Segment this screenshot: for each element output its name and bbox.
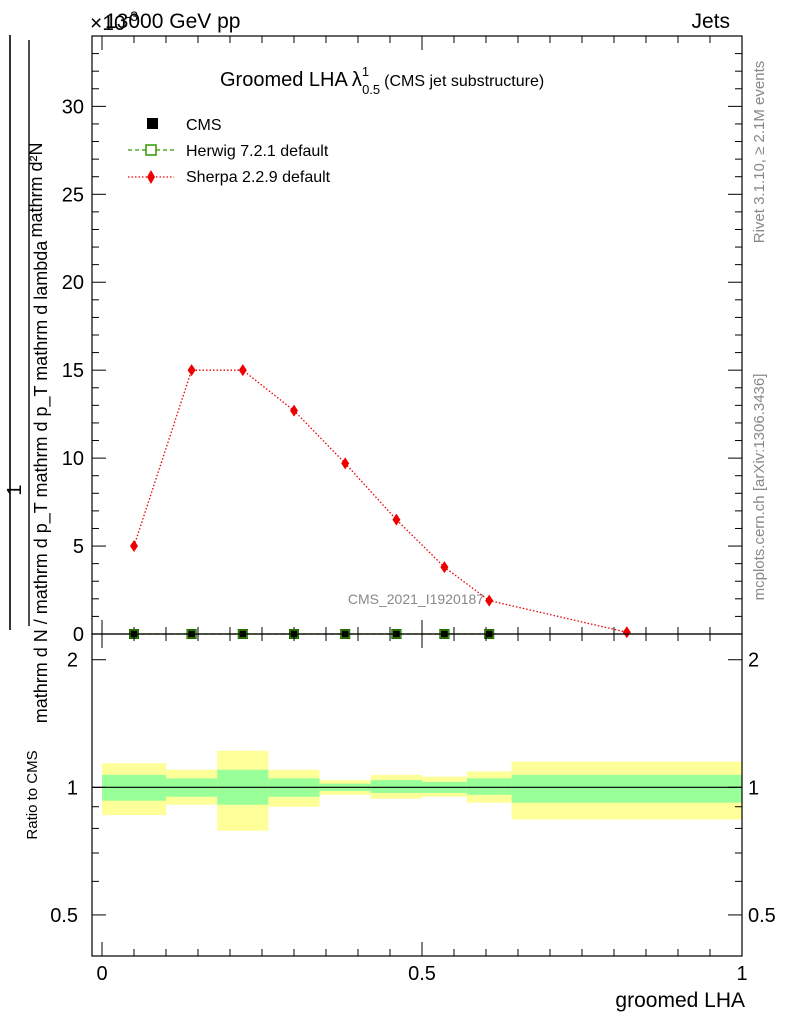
x-tick-label: 0 — [96, 963, 107, 985]
legend-marker-cms — [147, 118, 158, 129]
main-y-tick-label: 5 — [73, 536, 84, 558]
y-label-fraction-one: 1 — [4, 484, 26, 495]
sherpa-point — [392, 513, 401, 526]
x-tick-label: 0.5 — [408, 963, 436, 985]
sherpa-point — [622, 626, 631, 639]
main-y-tick-label: 10 — [62, 448, 84, 470]
x-axis-label: groomed LHA — [615, 989, 745, 1012]
ratio-y-tick-label: 0.5 — [50, 905, 78, 927]
sherpa-point — [440, 561, 449, 574]
mcplots-label: mcplots.cern.ch [arXiv:1306.3436] — [751, 374, 768, 601]
ratio-y-tick-label-right: 0.5 — [748, 905, 776, 927]
chart-title: Groomed LHA λ1 0.5 (CMS jet substructure) — [220, 64, 544, 97]
rivet-label: Rivet 3.1.10, ≥ 2.1M events — [751, 61, 768, 244]
sherpa-point — [238, 364, 247, 377]
ratio-y-label: Ratio to CMS — [24, 750, 41, 839]
y-label-numerator: mathrm d²N — [26, 142, 46, 237]
legend-label-cms: CMS — [186, 117, 222, 134]
main-ticks: 0 5 10 15 20 25 30 — [62, 35, 743, 646]
scale-prefix: ×10-3 — [90, 8, 138, 35]
process-label: Jets — [691, 10, 730, 33]
x-tick-label: 1 — [736, 963, 747, 985]
y-label-denominator: mathrm d N / mathrm d p_T mathrm d p_T m… — [31, 240, 52, 723]
ratio-y-tick-label-right: 2 — [748, 650, 759, 672]
main-y-tick-label: 25 — [62, 184, 84, 206]
legend-label-herwig: Herwig 7.2.1 default — [186, 143, 329, 160]
ratio-bands — [92, 750, 742, 831]
legend-marker-herwig — [145, 144, 157, 156]
main-y-tick-label: 20 — [62, 272, 84, 294]
energy-label: 13000 GeV pp — [105, 10, 240, 33]
ratio-y-tick-label: 1 — [67, 777, 78, 799]
legend-marker-sherpa — [147, 170, 155, 184]
sherpa-point — [290, 404, 298, 417]
ratio-inner-band — [466, 778, 512, 795]
ratio-y-tick-label: 2 — [67, 650, 78, 672]
ratio-inner-band — [511, 774, 742, 803]
main-y-tick-label: 0 — [73, 624, 84, 646]
ratio-ticks: 0.5 0.5 1 1 2 2 0 0.5 1 — [50, 634, 776, 985]
main-y-axis-label: 1 mathrm d²N mathrm d N / mathrm d p_T m… — [4, 35, 52, 723]
ratio-plot-frame — [91, 633, 743, 957]
sherpa-point — [187, 364, 196, 377]
main-y-tick-label: 30 — [62, 96, 84, 118]
sherpa-point — [341, 457, 350, 470]
main-y-tick-label: 15 — [62, 360, 84, 382]
sherpa-point — [130, 540, 138, 553]
legend-label-sherpa: Sherpa 2.2.9 default — [186, 169, 331, 186]
analysis-watermark: CMS_2021_I1920187 — [348, 591, 484, 607]
sherpa-point — [485, 594, 494, 607]
ratio-inner-band — [370, 780, 422, 793]
legend: CMS Herwig 7.2.1 default Sherpa 2.2.9 de… — [128, 117, 331, 186]
ratio-y-tick-label-right: 1 — [748, 777, 759, 799]
